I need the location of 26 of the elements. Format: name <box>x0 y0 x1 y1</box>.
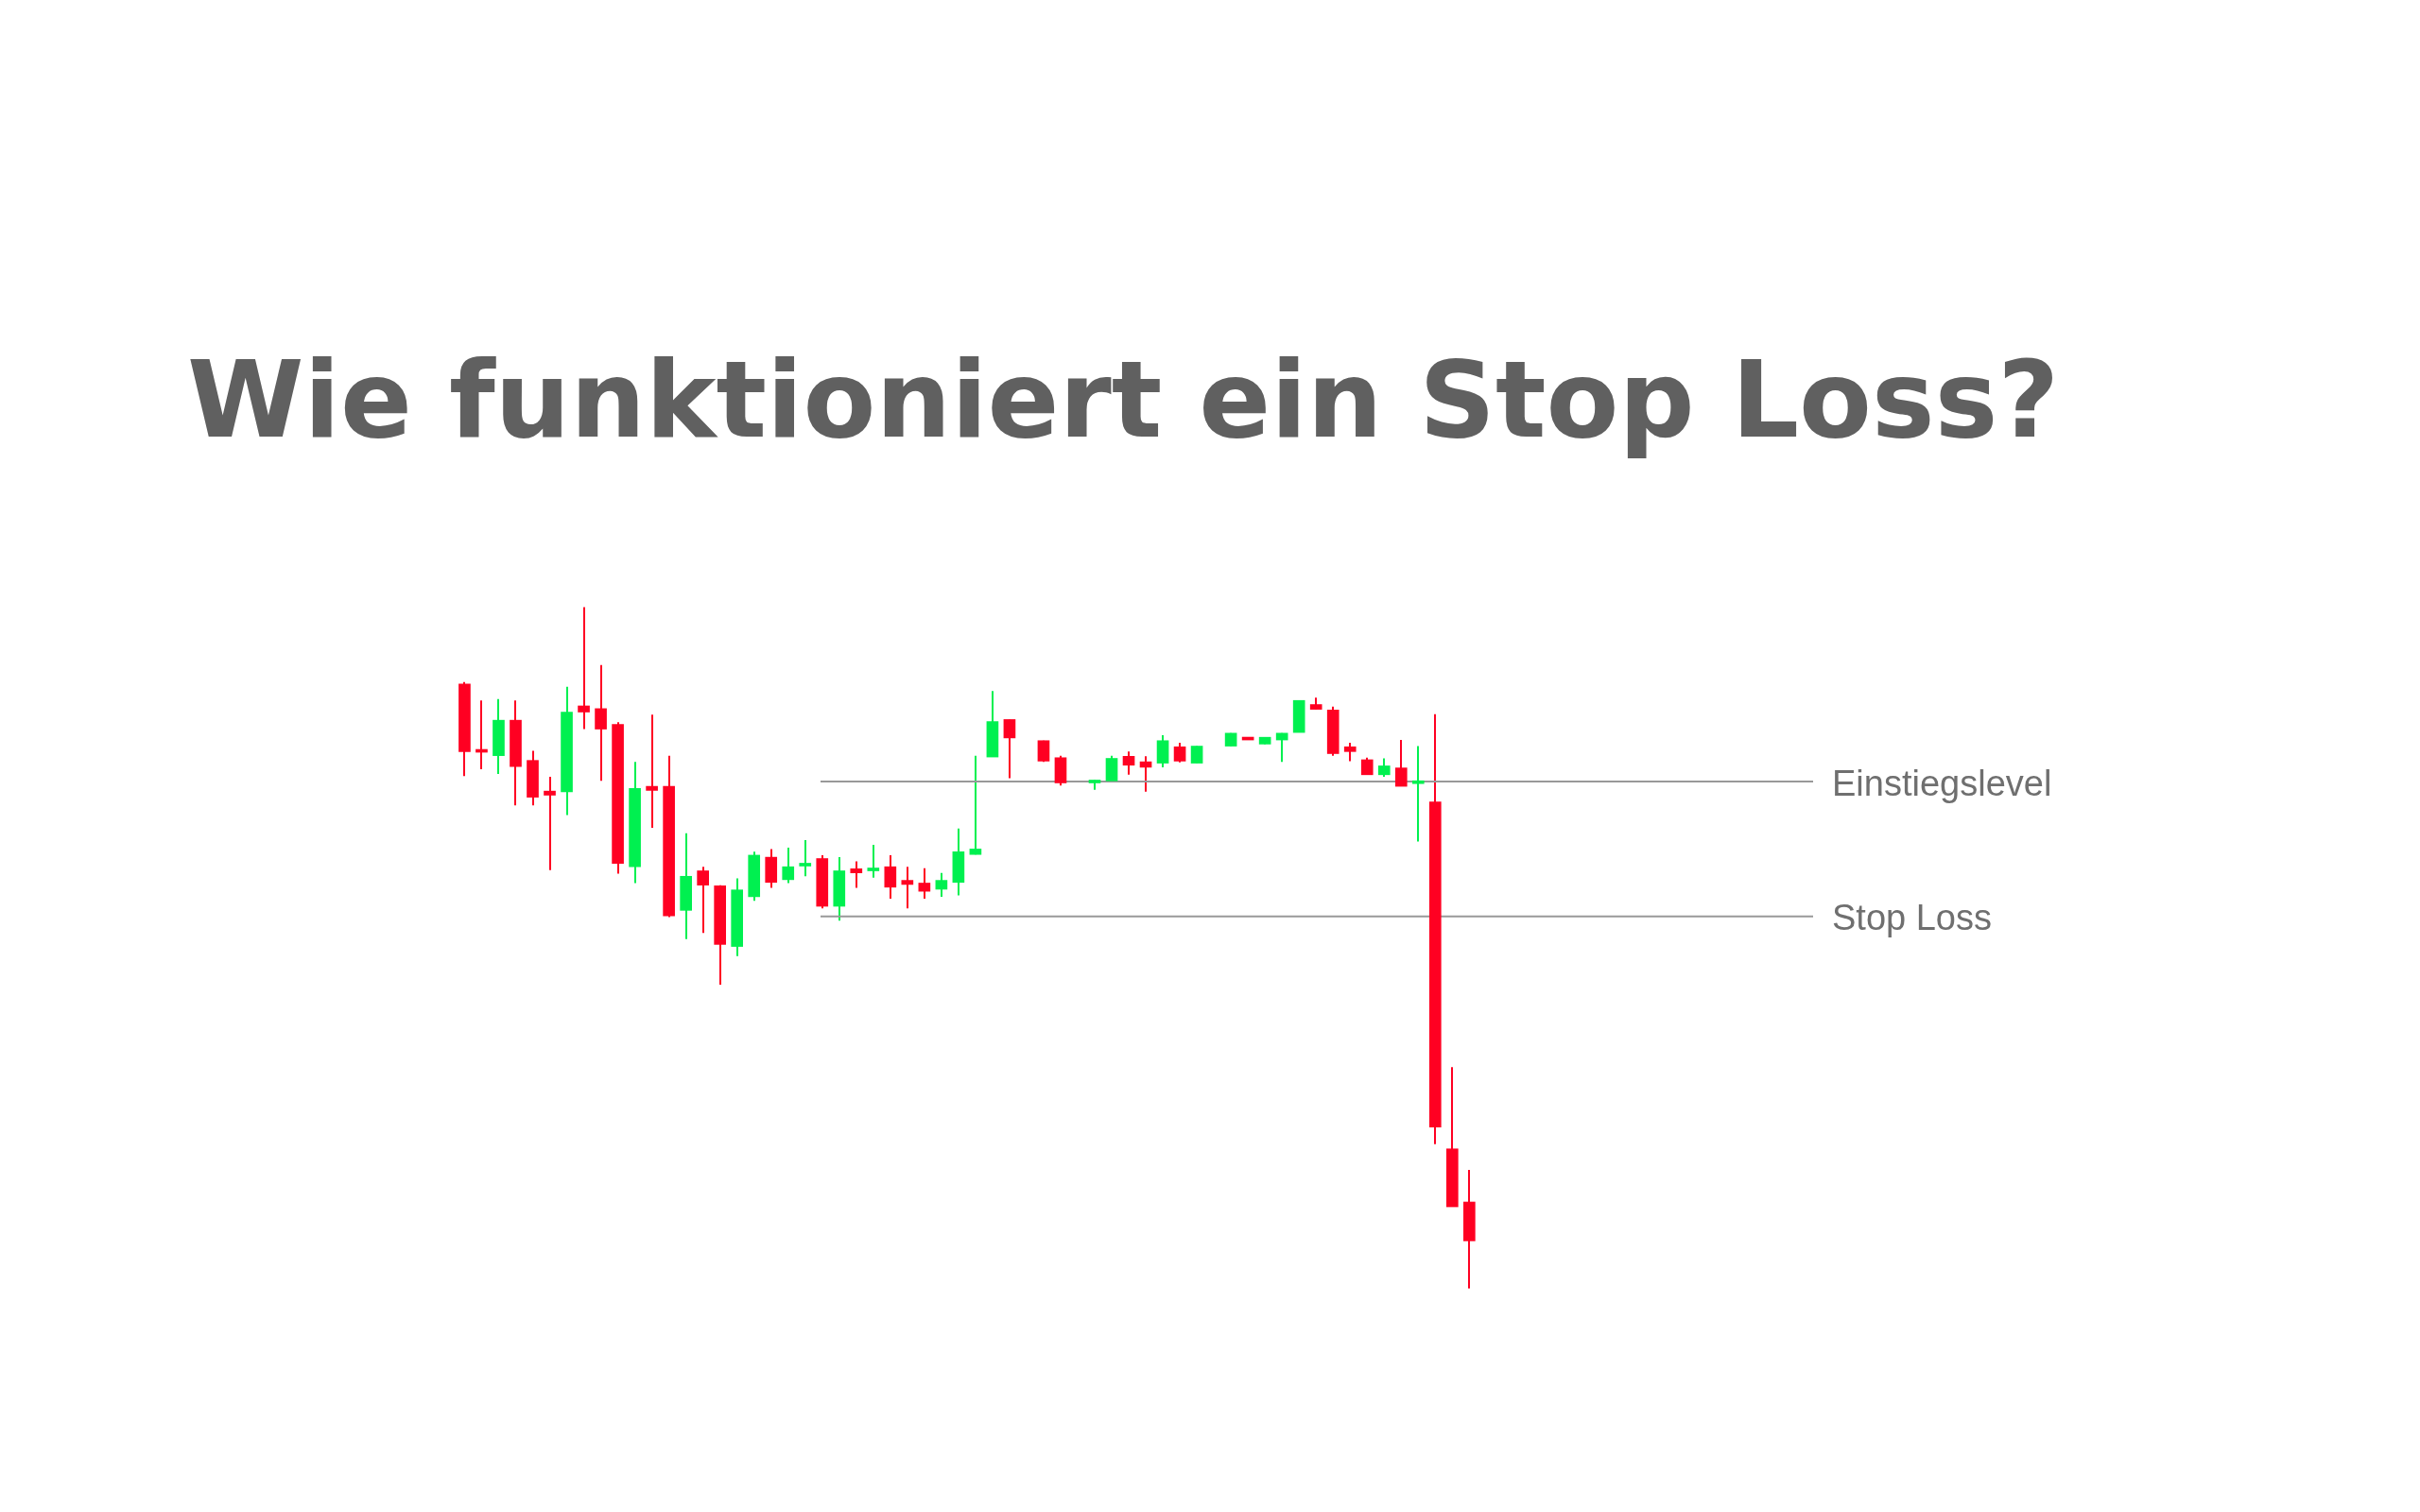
candlestick <box>1360 756 1374 776</box>
candlestick <box>1377 757 1391 778</box>
candlestick <box>850 860 863 889</box>
candlestick <box>646 713 658 830</box>
candlestick <box>901 866 914 910</box>
candlestick <box>884 853 897 901</box>
candlestick <box>578 606 590 730</box>
candlestick <box>1411 745 1425 843</box>
candlestick <box>1122 750 1135 776</box>
ref-line-label: Stop Loss <box>1832 898 1992 938</box>
candlestick <box>1003 718 1016 780</box>
ref-line-label: Einstiegslevel <box>1832 763 2052 803</box>
candlestick <box>1343 741 1357 763</box>
candlestick <box>935 871 948 898</box>
chart-title: Wie funktioniert ein Stop Loss? <box>187 338 2060 461</box>
candlestick <box>918 867 931 901</box>
candlestick <box>595 663 607 782</box>
candlestick <box>867 844 880 879</box>
candlestick <box>799 839 812 878</box>
candlestick <box>1190 745 1203 765</box>
candlestick <box>782 846 795 885</box>
candlestick <box>969 754 982 856</box>
candlestick <box>1394 739 1408 788</box>
candlestick <box>697 866 709 935</box>
candlestick <box>1173 741 1186 764</box>
candlestick <box>544 775 556 871</box>
